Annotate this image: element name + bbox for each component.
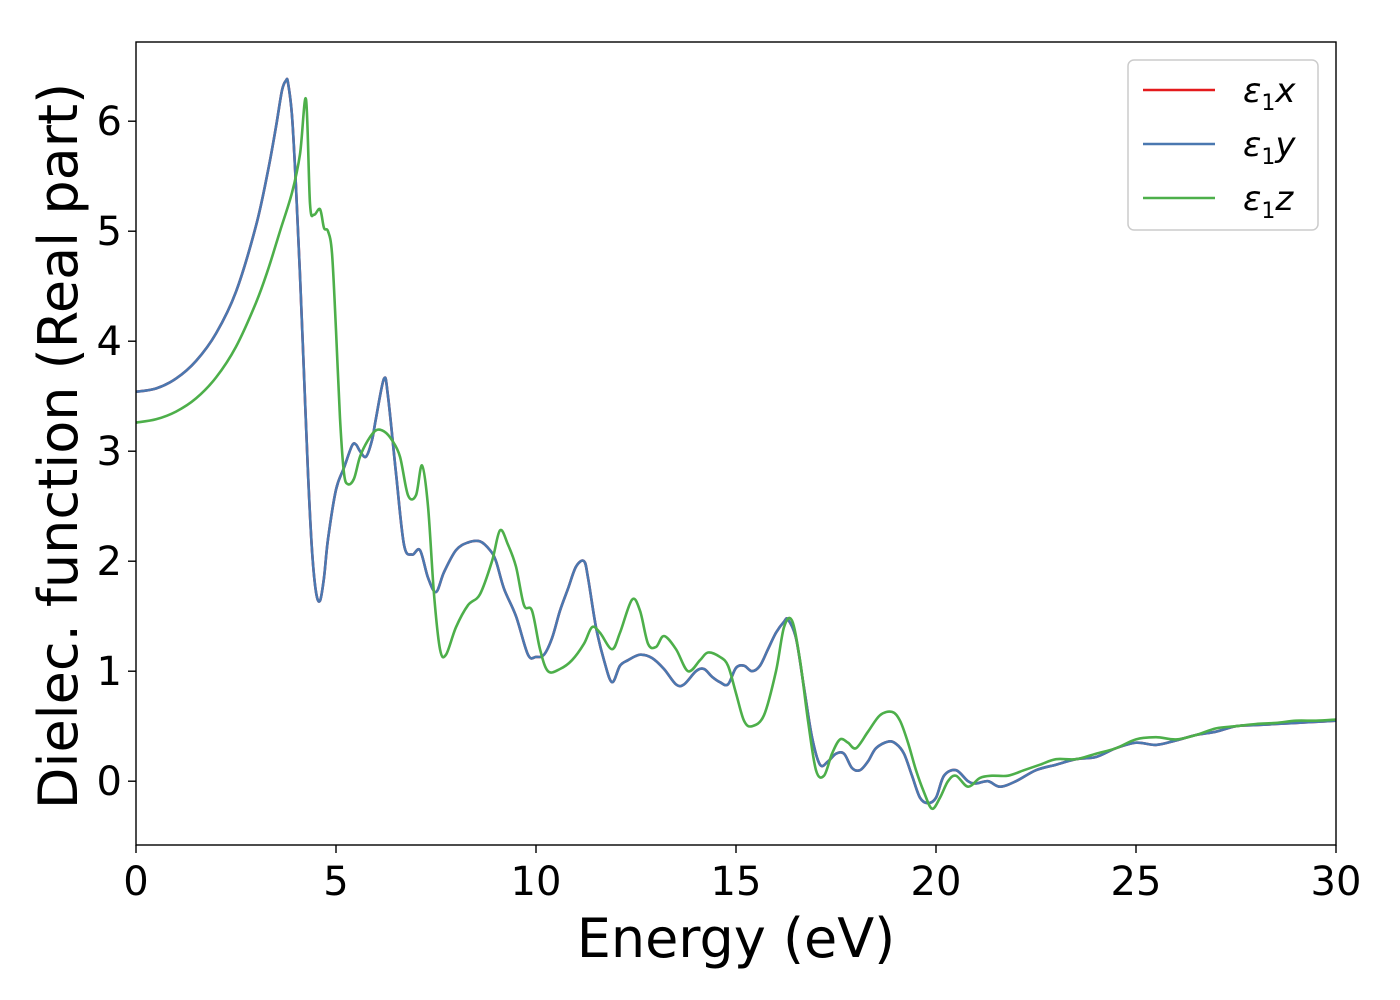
- series-layer: [136, 77, 1336, 811]
- series-line-z: [136, 97, 1336, 811]
- y-tick-label: 4: [97, 319, 122, 365]
- legend-label-x: ε1x: [1243, 71, 1296, 116]
- legend-label-z: ε1z: [1243, 179, 1294, 224]
- series-line-y: [136, 77, 1336, 805]
- x-tick-label: 0: [123, 859, 148, 905]
- x-tick-label: 20: [911, 859, 962, 905]
- y-axis-title: Dielec. function (Real part): [27, 83, 90, 809]
- x-tick-label: 5: [323, 859, 348, 905]
- x-tick-label: 30: [1311, 859, 1362, 905]
- x-axis-title: Energy (eV): [577, 907, 896, 970]
- y-axis: 0 1 2 3 4 5 6: [97, 99, 136, 805]
- x-tick-label: 10: [511, 859, 562, 905]
- y-tick-label: 2: [97, 539, 122, 585]
- legend-label-y: ε1y: [1243, 125, 1296, 170]
- y-tick-label: 3: [97, 429, 122, 475]
- legend-box: [1127, 59, 1319, 231]
- y-tick-label: 6: [97, 99, 122, 145]
- x-axis: 0 5 10 15 20 25 30: [123, 845, 1361, 905]
- y-tick-label: 0: [97, 759, 122, 805]
- y-tick-label: 5: [97, 209, 122, 255]
- x-tick-label: 25: [1111, 859, 1162, 905]
- legend: ε1x ε1y ε1z: [1127, 59, 1319, 231]
- x-tick-label: 15: [711, 859, 762, 905]
- y-tick-label: 1: [97, 649, 122, 695]
